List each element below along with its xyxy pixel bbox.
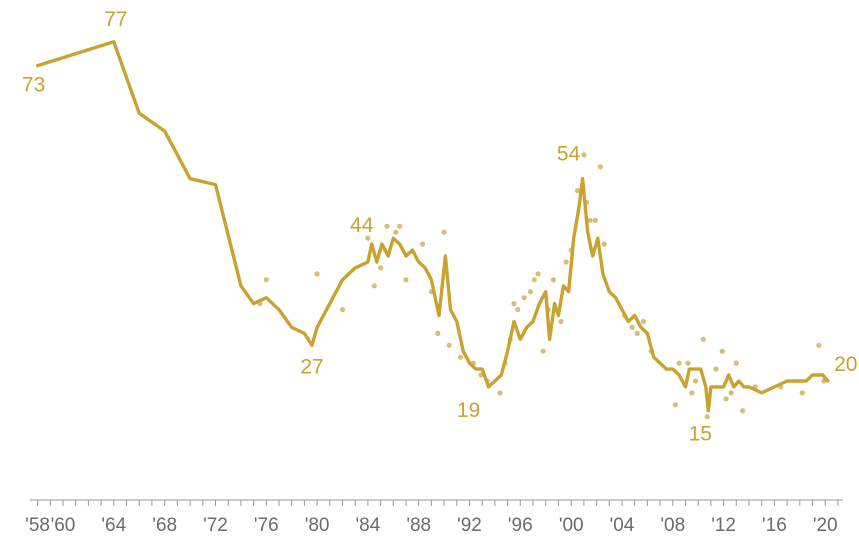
survey-dot [719,348,725,354]
survey-dot [676,360,682,366]
x-tick-label: '12 [711,515,736,536]
survey-dot [540,348,546,354]
survey-dot [693,378,699,384]
survey-dot [685,360,691,366]
survey-dot [511,301,517,307]
x-tick-label: '60 [51,515,76,536]
x-tick-label: '84 [356,515,381,536]
survey-dot [704,414,710,420]
survey-dot [378,265,384,271]
data-labels: 73 77 27 44 19 54 15 20 [22,8,858,446]
survey-dot [531,277,537,283]
series-line [35,40,830,413]
data-label: 73 [22,74,45,97]
x-tick-label: '04 [610,515,635,536]
survey-dot [515,307,521,313]
survey-dot [563,259,569,265]
x-tick-label: '92 [457,515,482,536]
survey-dot [314,271,320,277]
survey-dot [581,152,587,158]
survey-dot [535,271,541,277]
x-tick-label: '68 [152,515,177,536]
survey-dot [728,390,734,396]
survey-dot [365,235,371,241]
survey-dot [723,396,729,402]
survey-dot [441,229,447,235]
survey-dot [419,241,426,247]
x-tick-label: '64 [101,515,126,536]
x-tick-label: '72 [203,515,228,536]
series-line-layer [35,40,830,413]
survey-dot [601,241,607,247]
survey-dot [816,342,822,348]
survey-dot [384,223,390,229]
survey-dot [403,277,409,283]
x-tick-label: '20 [813,515,838,536]
survey-dot [641,318,647,325]
survey-dot [339,307,346,313]
survey-dot [521,295,527,301]
data-label: 27 [300,355,323,378]
survey-dot [497,390,503,396]
data-label: 19 [457,399,480,422]
survey-dot [393,229,399,235]
x-tick-label: '16 [762,515,787,536]
survey-dot [629,324,635,330]
x-tick-label: '08 [660,515,685,536]
survey-dot [634,330,640,336]
survey-dot [700,336,706,342]
data-label: 20 [834,353,857,376]
x-tick-label: '76 [254,515,279,536]
survey-dots [257,152,827,420]
survey-dot [527,289,534,295]
survey-dot [592,217,598,223]
survey-dot [799,390,805,396]
x-tick-label: '96 [508,515,533,536]
survey-dot [397,223,403,229]
survey-dot [740,408,746,414]
data-label: 54 [557,143,581,166]
survey-dot [689,390,695,396]
survey-dot [263,277,269,283]
survey-dot [672,402,678,408]
survey-dot [550,277,557,283]
data-label: 77 [104,8,127,31]
survey-dot [713,366,719,372]
x-tick-label: '58 [25,515,50,536]
data-label: 44 [350,214,374,237]
x-axis: '58'60 '64 '68 '72 '76 '80 '84 '88 '92 '96 '00 '04 '… [25,499,843,536]
survey-dot [435,330,441,336]
survey-dot [587,217,593,223]
x-tick-label: '80 [305,515,330,536]
survey-dot [558,318,564,325]
data-label: 15 [689,423,712,446]
x-tick-label: '00 [559,515,584,536]
survey-dot [597,164,604,170]
x-tick-label: '88 [406,515,431,536]
survey-dot [446,342,452,348]
survey-dot [458,354,464,360]
survey-dot [371,283,377,289]
survey-dot [733,360,739,366]
survey-dot [574,188,581,194]
